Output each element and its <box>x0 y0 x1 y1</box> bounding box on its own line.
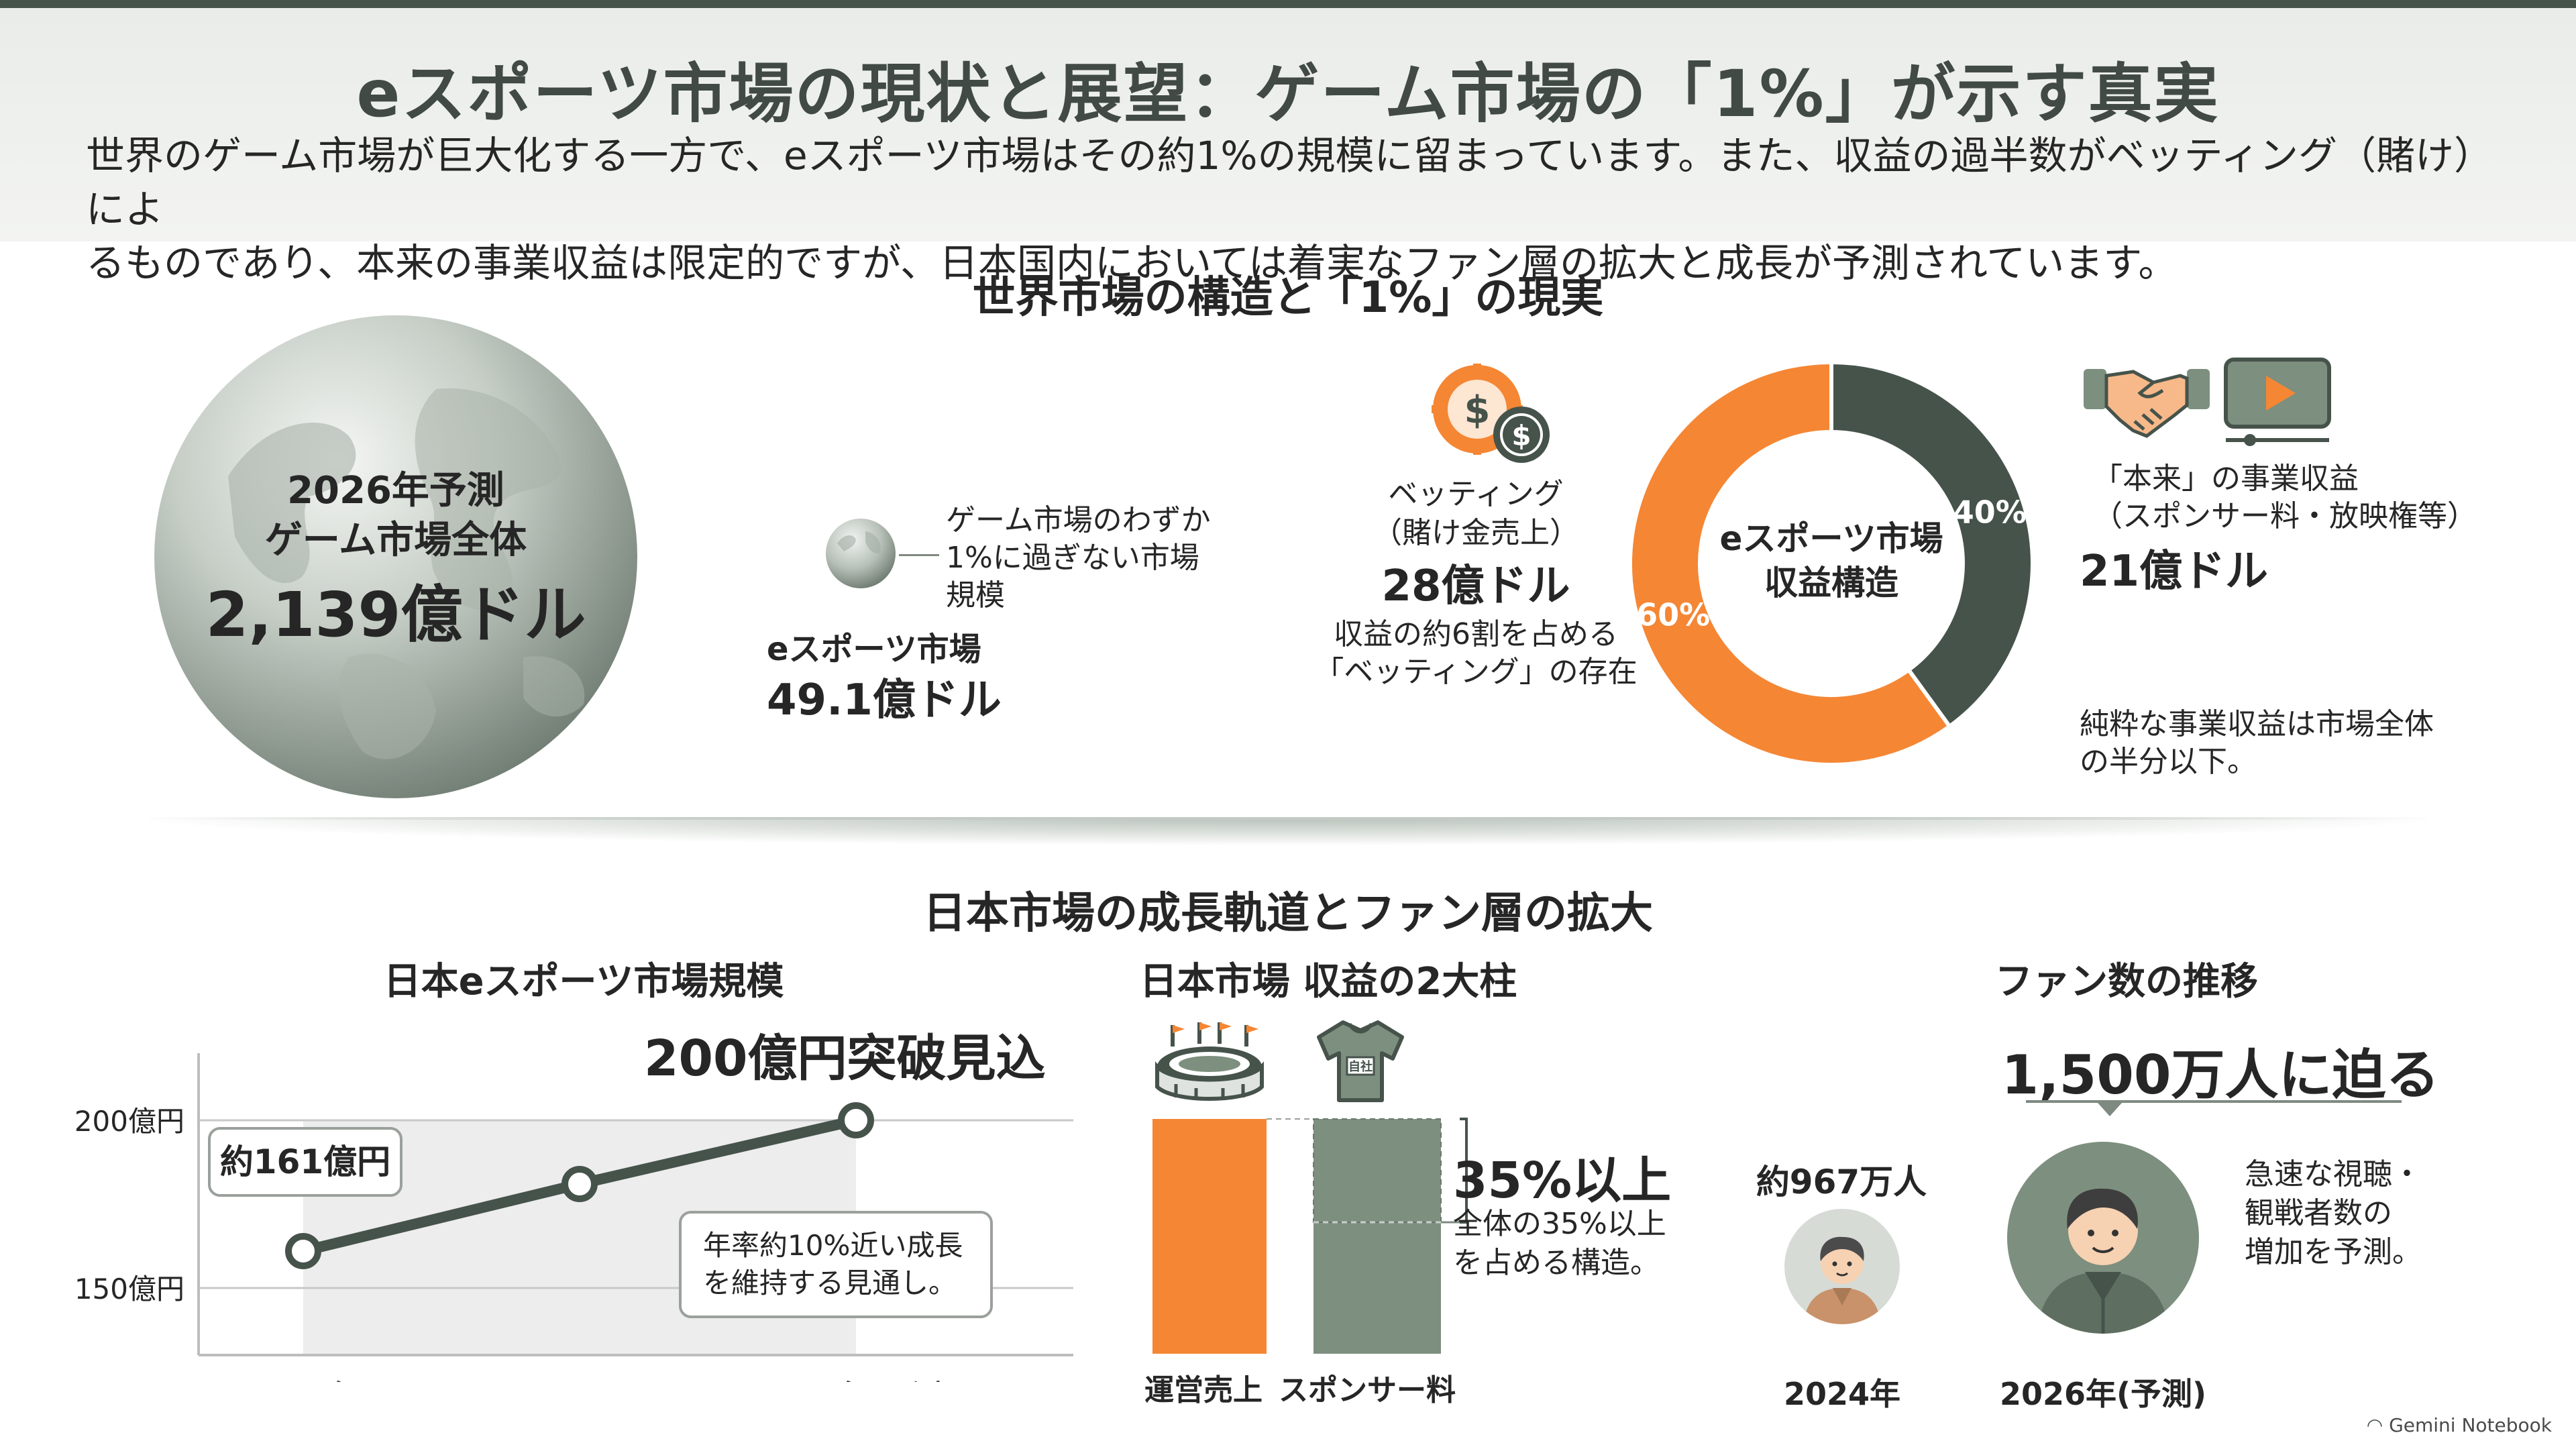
globe-value: 2,139億ドル <box>205 579 586 651</box>
sponsor-share-note: 全体の35%以上 を占める構造。 <box>1453 1205 1666 1283</box>
y-tick-label-150: 150億円 <box>74 1273 184 1305</box>
donut-slice-business <box>1829 360 2035 729</box>
fans-x-label-2026: 2026年(予測) <box>1999 1376 2207 1412</box>
fans-headline: 1,500万人に迫る <box>2001 1044 2440 1106</box>
bar-label-operations: 運営売上 <box>1144 1373 1263 1407</box>
sponsor-share-note-line-1: 全体の35%以上 <box>1453 1207 1666 1241</box>
revenue-pillars-title: 日本市場 収益の2大柱 <box>1139 960 1517 1004</box>
sponsor-share-note-line-2: を占める構造。 <box>1453 1246 1660 1280</box>
betting-coins-icon: $ $ <box>1432 364 1550 463</box>
fan-avatar-2024-icon <box>1784 1209 1900 1324</box>
svg-text:$: $ <box>1464 388 1491 432</box>
betting-value: 28億ドル <box>1381 561 1570 611</box>
fan-avatar-2026-icon <box>2007 1142 2199 1334</box>
start-value-callout: 約161億円 <box>208 1127 402 1197</box>
lead-paragraph: 世界のゲーム市場が巨大化する一方で、eスポーツ市場はその約1%の規模に留まってい… <box>86 129 2501 290</box>
bar-operations <box>1152 1119 1267 1354</box>
fans-x-label-2024: 2024年 <box>1783 1376 1901 1412</box>
small-globe-note-line-1: ゲーム市場のわずか <box>946 503 1211 537</box>
growth-note: 年率約10%近い成長 を維持する見通し。 <box>682 1214 990 1302</box>
small-globe-note-line-2: 1%に過ぎない市場 <box>946 541 1199 575</box>
fans-note-line-3: 増加を予測。 <box>2245 1235 2422 1269</box>
bar-sponsorship-share-outline <box>1313 1118 1442 1223</box>
business-value: 21億ドル <box>2080 547 2269 596</box>
growth-note-callout: 年率約10%近い成長 を維持する見通し。 <box>679 1211 993 1318</box>
betting-note-line-1: 収益の約6割を占める <box>1334 617 1618 651</box>
footer-brand-text: Gemini Notebook <box>2389 1414 2552 1436</box>
fans-title: ファン数の推移 <box>1995 960 2258 1004</box>
x-tick-label-1: 2026年(予測) <box>757 1379 955 1382</box>
global-section-title: 世界市場の構造と「1%」の現実 <box>972 273 1604 323</box>
bar-label-sponsorship: スポンサー料 <box>1279 1373 1456 1407</box>
page-title: eスポーツ市場の現状と展望：ゲーム市場の「1%」が示す真実 <box>356 56 2220 131</box>
small-globe-note-line-3: 規模 <box>946 578 1005 612</box>
start-value-label: 約161億円 <box>219 1142 391 1181</box>
betting-label-line-2: （賭け金売上） <box>1373 516 1579 550</box>
top-accent-bar <box>0 0 2576 8</box>
video-play-icon <box>2224 358 2331 446</box>
esports-market-value: 49.1億ドル <box>767 676 1002 725</box>
revenue-donut-chart: 60% 40% <box>1628 360 2035 767</box>
fans-2024-value: 約967万人 <box>1756 1163 1927 1201</box>
header-band: eスポーツ市場の現状と展望：ゲーム市場の「1%」が示す真実 世界のゲーム市場が巨… <box>0 8 2576 286</box>
betting-note: 収益の約6割を占める 「ベッティング」の存在 <box>1275 616 1677 691</box>
japan-market-line-chart: 150億円 200億円 2024年 2026年(予測) <box>74 1053 1073 1382</box>
section-divider <box>148 817 2428 820</box>
small-globe-connector <box>899 554 939 556</box>
jersey-text: 自社 <box>1348 1059 1373 1074</box>
business-label-line-2: （スポンサー料・放映権等） <box>2093 499 2477 533</box>
lead-line-1: 世界のゲーム市場が巨大化する一方で、eスポーツ市場はその約1%の規模に留まってい… <box>86 133 2493 232</box>
fans-note-line-1: 急速な視聴・ <box>2245 1157 2422 1191</box>
growth-note-line-2: を維持する見通し。 <box>703 1267 957 1299</box>
donut-center-line-1: eスポーツ市場 <box>1719 519 1943 558</box>
section-divider-shadow <box>148 817 2428 845</box>
business-label: 「本来」の事業収益 （スポンサー料・放映権等） <box>2093 460 2477 535</box>
esports-market-label: eスポーツ市場 <box>767 631 981 668</box>
japan-market-title: 日本eスポーツ市場規模 <box>383 960 784 1004</box>
gemini-logo-icon: ◠ <box>2366 1414 2390 1436</box>
lead-line-2: るものであり、本来の事業収益は限定的ですが、日本国内においては着実なファン層の拡… <box>86 240 2178 286</box>
donut-slice-betting-label: 60% <box>1636 597 1710 633</box>
fans-note-line-2: 観戦者数の <box>2245 1196 2392 1230</box>
business-note: 純粋な事業収益は市場全体 の半分以下。 <box>2080 706 2434 781</box>
betting-label: ベッティング （賭け金売上） <box>1362 475 1590 553</box>
globe-label: 2026年予測 ゲーム市場全体 <box>154 466 637 566</box>
bar-gap <box>1267 1119 1313 1354</box>
revenue-pillars-bars <box>1152 1118 1468 1354</box>
business-label-line-1: 「本来」の事業収益 <box>2093 462 2359 496</box>
svg-text:$: $ <box>1511 419 1531 452</box>
japan-section-title: 日本市場の成長軌道とファン層の拡大 <box>923 889 1653 938</box>
fans-note: 急速な視聴・ 観戦者数の 増加を予測。 <box>2245 1155 2422 1272</box>
fans-headline-underline <box>2026 1100 2402 1103</box>
small-globe-icon <box>826 519 896 588</box>
business-note-line-2: の半分以下。 <box>2080 745 2257 779</box>
market-point-0 <box>285 1233 321 1269</box>
world-globe-icon <box>154 315 637 798</box>
x-tick-label-0: 2024年 <box>248 1379 359 1382</box>
fans-headline-pointer <box>2098 1103 2122 1116</box>
betting-label-line-1: ベッティング <box>1388 477 1564 511</box>
globe-label-market: ゲーム市場全体 <box>264 519 527 562</box>
market-point-1 <box>561 1166 598 1202</box>
growth-note-line-1: 年率約10%近い成長 <box>703 1229 963 1262</box>
sponsor-share-value: 35%以上 <box>1453 1152 1672 1210</box>
betting-note-line-2: 「ベッティング」の存在 <box>1314 655 1638 689</box>
y-tick-label-200: 200億円 <box>74 1105 184 1138</box>
small-globe-note: ゲーム市場のわずか 1%に過ぎない市場 規模 <box>946 502 1211 614</box>
donut-slice-betting <box>1628 360 1953 767</box>
handshake-icon <box>2084 369 2210 438</box>
business-note-line-1: 純粋な事業収益は市場全体 <box>2080 707 2434 741</box>
jersey-icon: 自社 <box>1317 1020 1404 1102</box>
globe-label-year: 2026年予測 <box>287 469 504 513</box>
donut-center-label: eスポーツ市場 収益構造 <box>1704 517 1959 605</box>
stadium-icon <box>1155 1022 1264 1101</box>
japan-market-headline: 200億円突破見込 <box>644 1030 1046 1087</box>
footer-brand: ◠ Gemini Notebook <box>2367 1414 2552 1436</box>
donut-center-line-2: 収益構造 <box>1764 564 1898 602</box>
market-point-2 <box>838 1102 874 1138</box>
donut-slice-business-label: 40% <box>1953 494 2027 530</box>
